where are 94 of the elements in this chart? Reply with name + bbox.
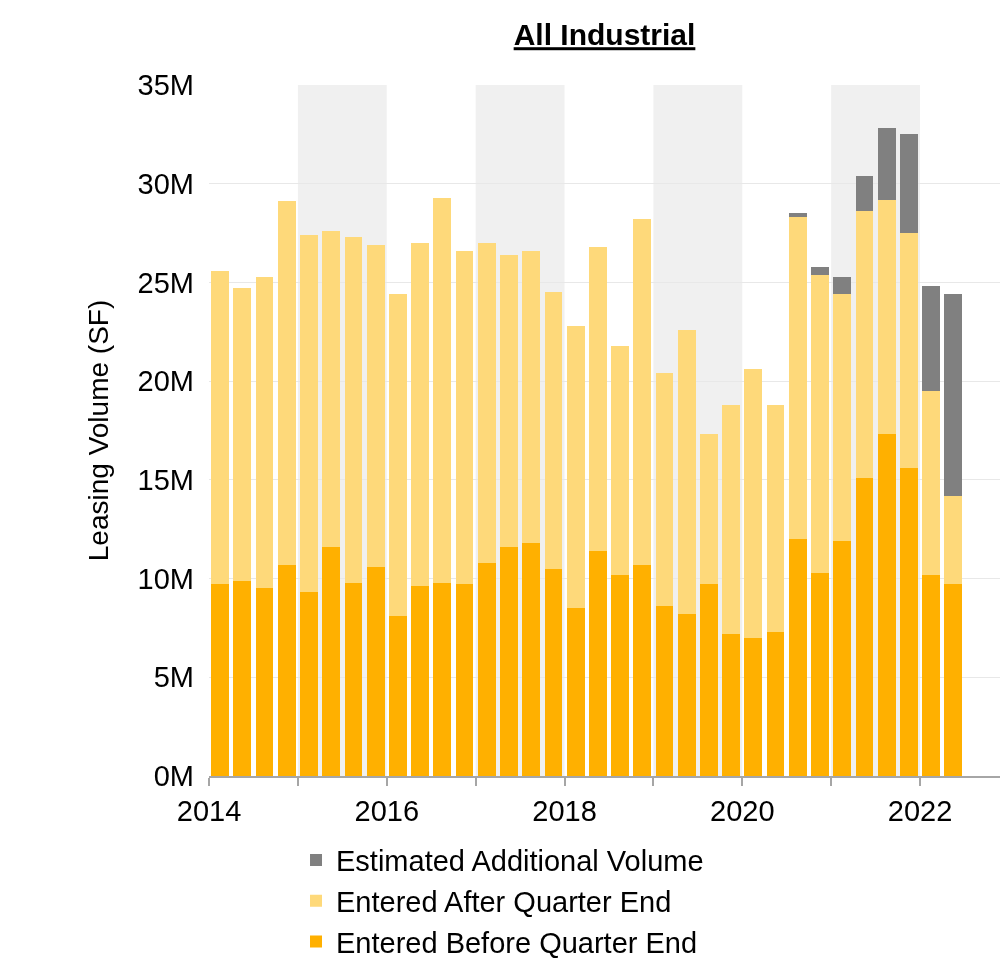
bar: [433, 197, 452, 583]
bar: [833, 276, 852, 295]
bar: [633, 564, 652, 776]
bar: [366, 244, 385, 567]
bar: [344, 582, 363, 776]
chart-title: All Industrial: [513, 18, 696, 52]
y-tick-label: 0M: [153, 760, 194, 793]
y-tick-label: 10M: [137, 562, 194, 595]
bar: [611, 345, 629, 575]
y-tick-label: 15M: [137, 464, 194, 497]
bar: [566, 608, 585, 776]
bar: [811, 266, 829, 275]
bar: [277, 564, 296, 776]
bar: [322, 546, 341, 776]
legend-label: Entered Before Quarter End: [336, 926, 698, 959]
bar: [544, 568, 563, 776]
bar: [677, 614, 696, 776]
bar: [877, 128, 896, 200]
bar: [300, 592, 318, 776]
x-tick-label: 2014: [176, 794, 242, 827]
bar: [433, 582, 452, 776]
bar: [811, 274, 829, 573]
bar: [388, 294, 407, 617]
bar: [944, 495, 963, 585]
bar: [700, 584, 718, 776]
bar: [655, 606, 674, 776]
y-axis-title: Leasing Volume (SF): [83, 299, 115, 562]
bar: [633, 219, 652, 565]
bar: [500, 546, 518, 776]
bar: [544, 292, 563, 569]
y-tick-label: 20M: [137, 365, 194, 398]
bar: [922, 286, 941, 392]
bar: [233, 580, 252, 776]
bar: [944, 584, 963, 776]
y-tick-label: 5M: [153, 661, 194, 694]
bar: [522, 543, 541, 776]
bar: [344, 237, 363, 583]
bar: [500, 254, 518, 547]
bar: [833, 541, 852, 776]
bar: [900, 134, 918, 234]
bar: [322, 231, 341, 547]
bar: [588, 550, 607, 776]
bar: [833, 294, 852, 542]
bar: [566, 325, 585, 609]
legend-label: Entered After Quarter End: [336, 886, 672, 919]
bar: [588, 246, 607, 551]
bar: [700, 434, 718, 585]
y-tick-label: 35M: [137, 69, 194, 102]
bar: [655, 373, 674, 607]
bar: [766, 631, 785, 776]
bar: [455, 250, 474, 585]
bar: [366, 566, 385, 776]
legend-label: Estimated Additional Volume: [336, 845, 704, 878]
bar: [255, 276, 274, 589]
bar: [522, 250, 541, 544]
bar: [877, 434, 896, 776]
bar: [922, 391, 941, 575]
x-tick-label: 2022: [887, 794, 953, 827]
bar: [855, 477, 874, 776]
bar: [211, 270, 229, 585]
bar: [744, 637, 763, 776]
bar: [722, 404, 741, 634]
bar: [388, 616, 407, 776]
bar: [811, 572, 829, 776]
bar: [477, 242, 496, 563]
bar: [855, 211, 874, 478]
bar: [788, 539, 807, 776]
bar: [411, 242, 429, 587]
x-tick-label: 2020: [710, 794, 775, 827]
bar: [900, 468, 918, 776]
bar: [722, 633, 741, 776]
bar: [677, 329, 696, 615]
y-tick-label: 25M: [137, 266, 194, 299]
bar: [788, 213, 807, 218]
x-tick-label: 2018: [532, 794, 597, 827]
bar: [233, 288, 252, 581]
bar: [455, 584, 474, 776]
bar: [477, 562, 496, 776]
bar: [411, 586, 429, 776]
bar: [877, 199, 896, 435]
y-tick-label: 30M: [137, 167, 194, 200]
bar: [255, 588, 274, 776]
bar: [900, 233, 918, 469]
bar: [788, 217, 807, 540]
bar: [611, 574, 629, 776]
bar: [855, 175, 874, 212]
bar: [277, 201, 296, 565]
bar: [744, 369, 763, 638]
bar: [922, 574, 941, 776]
bar: [766, 404, 785, 632]
x-tick-label: 2016: [354, 794, 420, 827]
bar: [211, 584, 229, 776]
bar: [300, 235, 318, 593]
bar: [944, 294, 963, 496]
